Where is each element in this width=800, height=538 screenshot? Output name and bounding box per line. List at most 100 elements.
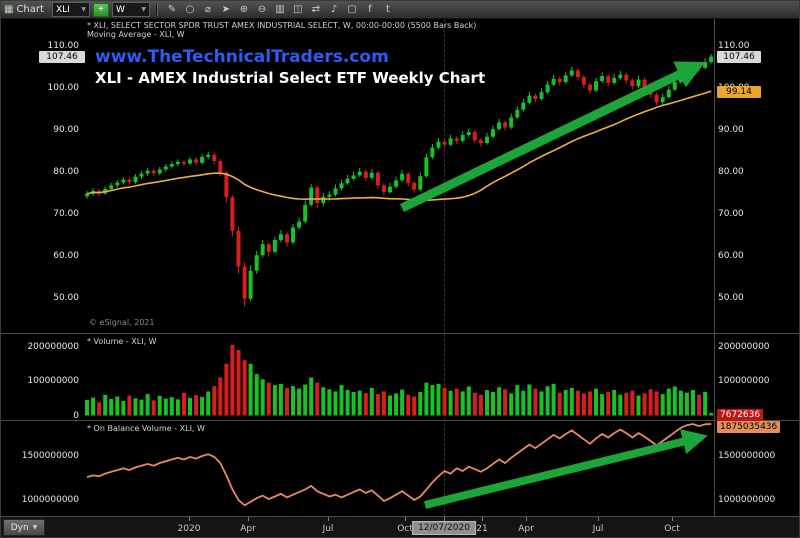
- panel-divider: [1, 420, 799, 421]
- candle-body: [606, 76, 611, 83]
- time-axis-tick: [189, 517, 190, 521]
- volume-bar: [575, 390, 580, 416]
- candle-body: [278, 234, 283, 241]
- volume-bar: [91, 397, 96, 416]
- candle-body: [709, 56, 714, 62]
- toolbar: ▦ Chart XLI ▼ + W ▼ ✎ ○ ⌀ ➤ ⊕ ⊖ ▥ ◫ ⇄ ♪ ▢ f t: [1, 1, 799, 19]
- candle-body: [563, 75, 568, 83]
- obv-line: [86, 423, 712, 507]
- chart-annotation-title: XLI - AMEX Industrial Select ETF Weekly …: [95, 69, 486, 87]
- volume-bar: [600, 394, 605, 416]
- candle-body: [200, 156, 205, 163]
- volume-bar: [218, 377, 223, 416]
- pencil-icon[interactable]: ✎: [167, 3, 177, 15]
- compare-icon[interactable]: ⇄: [311, 3, 321, 15]
- cursor-icon[interactable]: ➤: [221, 3, 231, 15]
- volume-bar: [363, 393, 368, 416]
- zoom-out-icon[interactable]: ⊖: [257, 3, 267, 15]
- twitter-icon[interactable]: t: [385, 3, 390, 15]
- volume-bar: [448, 390, 453, 416]
- volume-bar: [503, 389, 508, 416]
- obv-panel[interactable]: [1, 420, 800, 516]
- moving-average-value-badge: 99.14: [717, 86, 761, 98]
- volume-bar: [224, 363, 229, 416]
- interval-select[interactable]: W ▼: [111, 2, 150, 17]
- candle-body: [333, 188, 338, 195]
- volume-bar: [703, 392, 708, 416]
- obv-value-badge: 1875035436: [717, 421, 781, 433]
- price-chart-panel[interactable]: [1, 19, 800, 333]
- volume-panel[interactable]: [1, 333, 800, 420]
- candle-body: [194, 159, 199, 163]
- time-axis: Dyn ▼ 2020 Apr Jul Oct 12/07/2020 21 Apr Jul Oct: [1, 516, 799, 537]
- interval-value: W: [115, 4, 125, 15]
- symbol-input[interactable]: XLI ▼: [51, 2, 90, 17]
- symbol-go-button[interactable]: +: [92, 2, 109, 17]
- volume-bar: [375, 394, 380, 416]
- volume-bar: [533, 388, 538, 416]
- time-axis-tick: [598, 517, 599, 521]
- volume-bar: [709, 412, 714, 416]
- candle-body: [594, 81, 598, 91]
- candle-body: [169, 164, 174, 167]
- zoom-in-icon[interactable]: ⊕: [239, 3, 249, 15]
- time-axis-label: Oct: [397, 524, 413, 534]
- facebook-icon[interactable]: f: [368, 3, 372, 15]
- monitor-icon[interactable]: ▢: [347, 3, 357, 15]
- volume-bar: [291, 386, 295, 416]
- candle-body: [175, 161, 180, 164]
- candle-body: [115, 182, 120, 186]
- eraser-icon[interactable]: ⌀: [204, 3, 211, 15]
- sound-icon[interactable]: ♪: [330, 3, 338, 15]
- candle-body: [224, 172, 229, 198]
- volume-bar: [327, 389, 332, 416]
- volume-bar: [345, 390, 350, 416]
- moving-average-line: [86, 90, 712, 202]
- volume-bar: [285, 387, 289, 416]
- esignal-copyright: © eSignal, 2021: [89, 318, 155, 327]
- symbol-value: XLI: [55, 4, 70, 15]
- volume-bar: [321, 387, 326, 416]
- candle-body: [285, 234, 289, 243]
- candle-body: [236, 230, 241, 267]
- volume-bar: [569, 387, 574, 416]
- candle-body: [442, 141, 447, 145]
- moving-average-label: Moving Average - XLI, W: [87, 30, 185, 39]
- candle-body: [297, 221, 302, 228]
- panel-divider: [1, 333, 799, 334]
- volume-bar: [618, 394, 623, 416]
- volume-bar: [115, 396, 120, 416]
- instrument-label: * XLI, SELECT SECTOR SPDR TRUST AMEX IND…: [87, 21, 477, 30]
- candle-body: [527, 95, 532, 103]
- candle-body: [666, 89, 671, 98]
- volume-bar: [200, 396, 205, 416]
- volume-bar: [691, 390, 695, 416]
- candle-body: [369, 172, 374, 178]
- bar-chart-icon[interactable]: ▥: [275, 3, 285, 15]
- candlestick-icon[interactable]: ◫: [293, 3, 303, 15]
- candle-body: [85, 193, 89, 197]
- window-title: Chart: [16, 4, 44, 15]
- volume-bar: [557, 392, 562, 416]
- candle-body: [503, 122, 508, 128]
- volume-bar: [206, 391, 211, 416]
- volume-bar: [85, 400, 89, 416]
- time-axis-label: Oct: [664, 524, 680, 534]
- chevron-down-icon: ▼: [141, 6, 146, 13]
- volume-bar: [272, 385, 277, 416]
- candle-body: [309, 187, 314, 205]
- volume-bar: [606, 392, 611, 416]
- volume-bar: [406, 394, 411, 416]
- candle-body: [697, 65, 702, 68]
- toolbar-tool-icons: ✎ ○ ⌀ ➤ ⊕ ⊖ ▥ ◫ ⇄ ♪ ▢ f t: [164, 3, 396, 17]
- volume-value-badge: 7672636: [717, 409, 764, 421]
- candle-body: [660, 97, 665, 103]
- candle-body: [588, 84, 592, 91]
- dyn-button[interactable]: Dyn ▼: [3, 519, 45, 536]
- circle-draw-icon[interactable]: ○: [185, 3, 195, 15]
- candle-body: [624, 74, 629, 81]
- volume-bar: [648, 389, 653, 416]
- candle-body: [242, 266, 247, 299]
- candle-body: [545, 84, 550, 93]
- volume-bar: [436, 383, 441, 416]
